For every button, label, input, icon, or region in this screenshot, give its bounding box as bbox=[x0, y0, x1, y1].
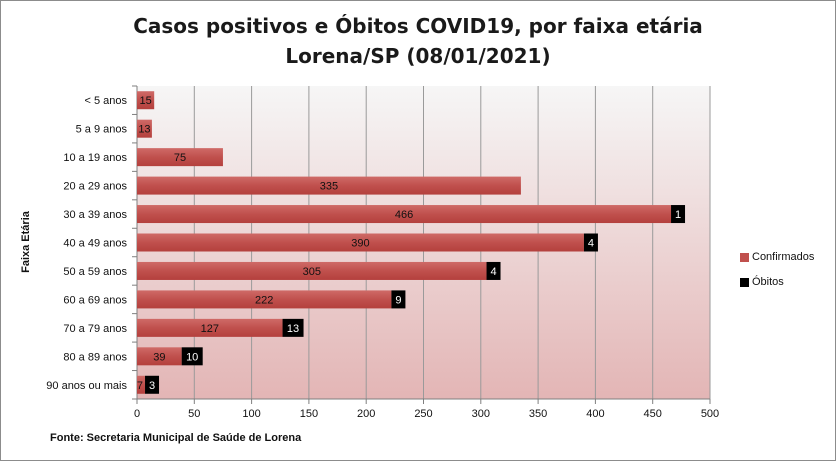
confirmados-data-label: 466 bbox=[395, 209, 413, 221]
legend-swatch-confirmados bbox=[740, 252, 749, 262]
x-tick-label: 400 bbox=[586, 408, 604, 420]
x-tick-label: 350 bbox=[529, 408, 547, 420]
obitos-bar bbox=[145, 375, 160, 394]
category-label: 70 a 79 anos bbox=[63, 323, 127, 335]
x-tick-label: 500 bbox=[701, 408, 719, 420]
category-label: 50 a 59 anos bbox=[63, 266, 127, 278]
confirmados-bar bbox=[137, 347, 182, 366]
confirmados-data-label: 39 bbox=[153, 351, 165, 363]
confirmados-bar bbox=[137, 318, 283, 337]
category-label: 40 a 49 anos bbox=[63, 238, 127, 250]
confirmados-data-label: 335 bbox=[320, 181, 338, 193]
legend-label-obitos: Óbitos bbox=[752, 276, 784, 288]
confirmados-data-label: 305 bbox=[303, 266, 321, 278]
confirmados-bar bbox=[137, 91, 155, 110]
obitos-data-label: 10 bbox=[186, 351, 198, 363]
confirmados-bar bbox=[137, 205, 672, 224]
confirmados-bar bbox=[137, 233, 584, 252]
obitos-data-label: 1 bbox=[675, 209, 681, 221]
source-note: Fonte: Secretaria Municipal de Saúde de … bbox=[50, 432, 302, 444]
confirmados-bar bbox=[137, 176, 521, 195]
legend-item-confirmados: Confirmados bbox=[740, 247, 814, 267]
obitos-data-label: 9 bbox=[395, 294, 401, 306]
obitos-data-label: 3 bbox=[149, 380, 155, 392]
obitos-bar bbox=[583, 233, 598, 252]
y-axis-label: Faixa Etária bbox=[20, 210, 32, 273]
legend-swatch-obitos bbox=[740, 277, 749, 287]
confirmados-data-label: 127 bbox=[201, 323, 219, 335]
obitos-bar bbox=[391, 290, 406, 309]
x-tick-label: 0 bbox=[134, 408, 140, 420]
obitos-bar bbox=[671, 205, 686, 224]
confirmados-bar bbox=[137, 148, 223, 167]
obitos-data-label: 4 bbox=[490, 266, 496, 278]
obitos-data-label: 4 bbox=[588, 238, 594, 250]
obitos-bar bbox=[282, 318, 304, 337]
x-tick-label: 450 bbox=[644, 408, 662, 420]
x-tick-label: 150 bbox=[300, 408, 318, 420]
category-label: 60 a 69 anos bbox=[63, 294, 127, 306]
obitos-bar bbox=[181, 347, 203, 366]
x-tick-label: 100 bbox=[242, 408, 260, 420]
category-label: 90 anos ou mais bbox=[46, 380, 127, 392]
category-label: < 5 anos bbox=[84, 95, 127, 107]
legend-label-confirmados: Confirmados bbox=[752, 251, 815, 263]
chart-title: Casos positivos e Óbitos COVID19, por fa… bbox=[133, 14, 703, 38]
confirmados-data-label: 7 bbox=[137, 380, 143, 392]
confirmados-bar bbox=[137, 290, 392, 309]
chart-subtitle: Lorena/SP (08/01/2021) bbox=[285, 44, 551, 68]
x-tick-label: 250 bbox=[414, 408, 432, 420]
category-label: 80 a 89 anos bbox=[63, 351, 127, 363]
obitos-bar bbox=[486, 261, 501, 280]
obitos-data-label: 13 bbox=[287, 323, 299, 335]
category-label: 30 a 39 anos bbox=[63, 209, 127, 221]
legend-item-obitos: Óbitos bbox=[740, 272, 814, 292]
x-tick-label: 50 bbox=[188, 408, 200, 420]
confirmados-data-label: 13 bbox=[138, 124, 150, 136]
x-tick-label: 300 bbox=[472, 408, 490, 420]
confirmados-data-label: 75 bbox=[174, 152, 186, 164]
category-label: 20 a 29 anos bbox=[63, 181, 127, 193]
confirmados-bar bbox=[137, 119, 152, 138]
confirmados-bar bbox=[137, 261, 487, 280]
category-label: 5 a 9 anos bbox=[76, 124, 128, 136]
confirmados-bar bbox=[137, 375, 146, 394]
category-label: 10 a 19 anos bbox=[63, 152, 127, 164]
legend: Confirmados Óbitos bbox=[740, 247, 814, 297]
confirmados-data-label: 390 bbox=[351, 238, 369, 250]
x-tick-label: 200 bbox=[357, 408, 375, 420]
confirmados-data-label: 15 bbox=[139, 95, 151, 107]
confirmados-data-label: 222 bbox=[255, 294, 273, 306]
